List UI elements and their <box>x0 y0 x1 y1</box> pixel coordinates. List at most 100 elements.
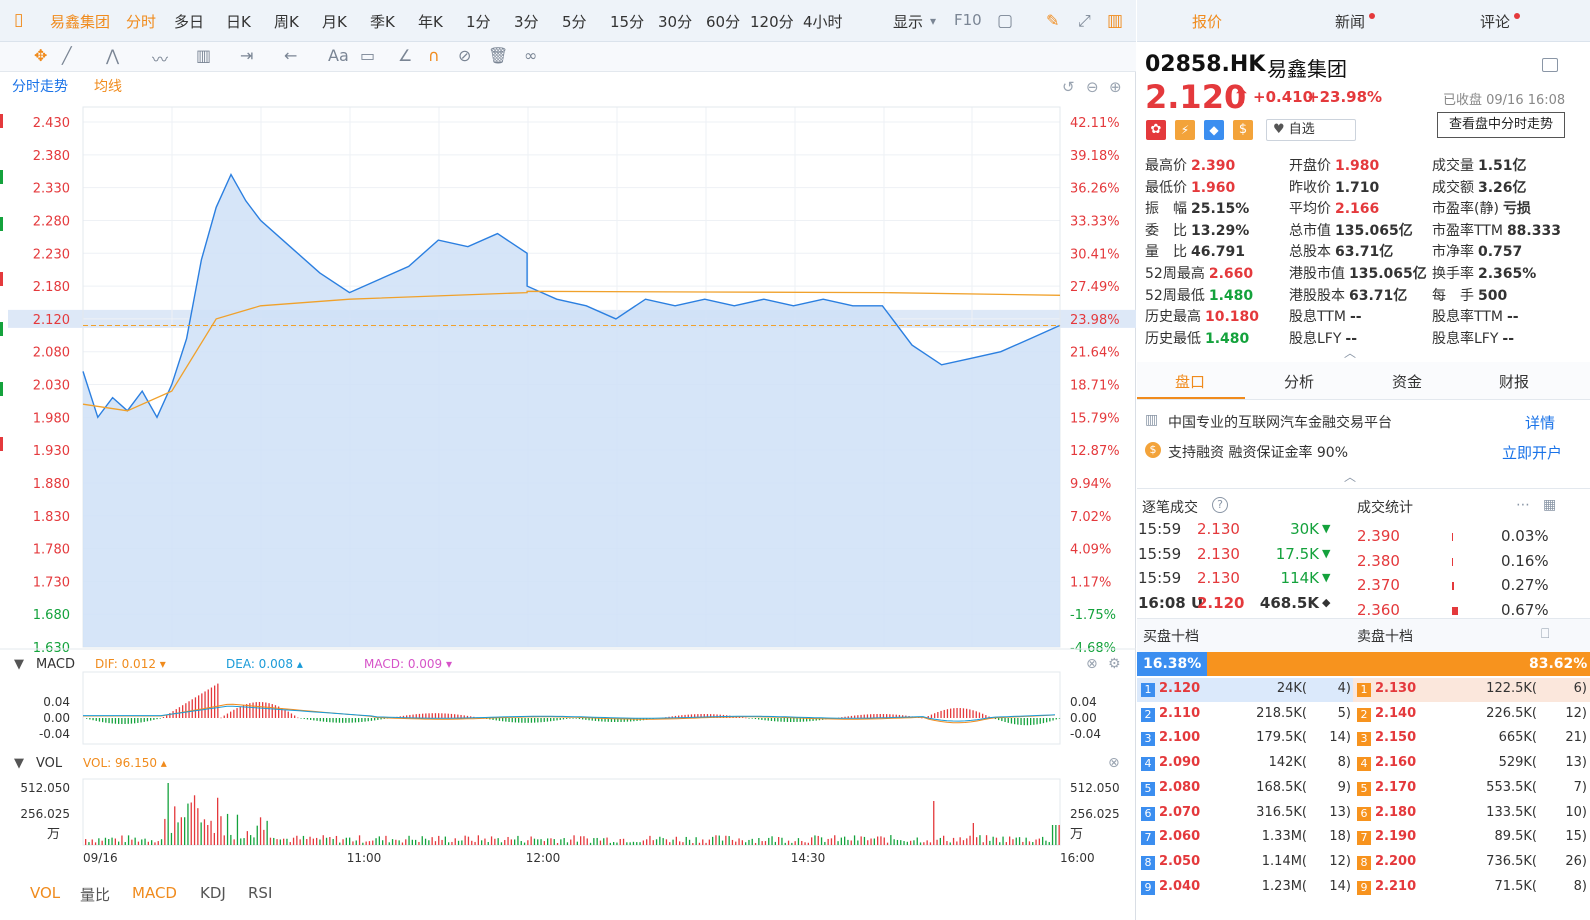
period-tab-2[interactable]: 多日 <box>174 13 205 31</box>
vol-unit-right: 万 <box>1070 827 1083 842</box>
collapse-icon-2[interactable]: ︿ <box>1344 470 1357 484</box>
panel-toggle-icon[interactable]: ▥ <box>1107 11 1124 31</box>
macd-bar <box>866 714 869 718</box>
vol-bar <box>771 836 773 845</box>
f10-button[interactable]: F10 <box>954 11 982 29</box>
ask-orders: 6) <box>1573 681 1587 696</box>
period-tab-9[interactable]: 3分 <box>514 13 539 31</box>
period-tab-0[interactable]: 易鑫集团 <box>50 13 111 31</box>
measure-icon[interactable]: ▥ <box>196 46 212 65</box>
help-icon[interactable]: ? <box>1212 497 1228 513</box>
square-icon[interactable]: ▢ <box>997 11 1014 31</box>
period-tab-10[interactable]: 5分 <box>562 13 587 31</box>
macd-bar <box>604 718 606 722</box>
vol-bar <box>240 838 242 845</box>
open-account-link[interactable]: 立即开户 <box>1502 444 1563 462</box>
ticks-title: 逐笔成交 <box>1142 500 1198 516</box>
right-tab-2[interactable]: 评论 <box>1480 11 1521 32</box>
period-tab-6[interactable]: 季K <box>370 13 395 31</box>
macd-bar <box>684 714 686 718</box>
sub-tab-0[interactable]: 盘口 <box>1175 373 1206 391</box>
magnet-icon[interactable]: ∩ <box>428 46 440 65</box>
macd-bar <box>633 718 635 722</box>
detail-link[interactable]: 详情 <box>1525 414 1556 432</box>
period-tab-13[interactable]: 60分 <box>706 13 741 31</box>
vol-bar <box>715 835 717 845</box>
vol-bar <box>537 839 539 845</box>
chevron-down-icon[interactable]: ▾ <box>930 14 937 28</box>
macd-bar <box>617 718 619 722</box>
vol-bar <box>438 835 440 845</box>
grid-icon[interactable]: ▦ <box>1543 497 1557 513</box>
close-icon: ⊗ <box>1086 656 1098 672</box>
indicator-tab-kdj[interactable]: KDJ <box>200 884 226 902</box>
line-icon[interactable]: ╱ <box>62 46 72 65</box>
right-tab-1[interactable]: 新闻 <box>1335 11 1376 32</box>
period-tab-5[interactable]: 月K <box>322 13 347 31</box>
bid-price: 2.050 <box>1159 853 1201 869</box>
macd-bar <box>345 718 347 723</box>
polyline-icon[interactable]: ⋀ <box>106 46 120 65</box>
link-icon[interactable]: ∞ <box>524 46 538 65</box>
quote-item: 股息率TTM -- <box>1432 306 1519 326</box>
display-dropdown[interactable]: 显示 <box>893 13 924 31</box>
vol-bar <box>669 842 671 845</box>
pencil-icon[interactable]: ✎ <box>1046 11 1060 30</box>
collapse-icon[interactable]: ︿ <box>1344 346 1357 360</box>
quote-value: 135.065亿 <box>1335 222 1413 239</box>
macd-bar <box>806 718 808 722</box>
right-tab-0[interactable]: 报价 <box>1192 13 1223 31</box>
vol-bar <box>754 842 757 845</box>
macd-bar <box>802 718 805 722</box>
move-icon[interactable]: ✥ <box>34 46 48 65</box>
hide-icon[interactable]: ⊘ <box>458 46 472 65</box>
period-tab-4[interactable]: 周K <box>274 13 299 31</box>
vol-bar <box>992 836 994 845</box>
vol-bar <box>629 842 631 845</box>
price-tick-label: 2.180 <box>33 280 70 295</box>
period-tab-11[interactable]: 15分 <box>610 13 645 31</box>
quote-label: 港股市值 <box>1289 266 1345 282</box>
wave-icon[interactable]: 〰 <box>152 50 169 69</box>
sub-tab-3[interactable]: 财报 <box>1499 373 1530 391</box>
trash-icon[interactable]: 🗑 <box>488 46 509 65</box>
period-tab-3[interactable]: 日K <box>226 13 251 31</box>
period-tab-8[interactable]: 1分 <box>466 13 491 31</box>
sub-tab-2[interactable]: 资金 <box>1392 373 1423 391</box>
price-line <box>82 172 1061 419</box>
period-tab-1[interactable]: 分时 <box>126 13 157 31</box>
macd-bar <box>966 708 968 718</box>
indicator-tab-rsi[interactable]: RSI <box>248 884 273 902</box>
vol-bar <box>451 841 453 845</box>
menu-icon[interactable]: ▯ <box>14 10 24 30</box>
quote-item: 历史最低 1.480 <box>1145 328 1249 348</box>
period-tab-12[interactable]: 30分 <box>658 13 693 31</box>
book-row: 7 2.060 1.33M(18) 7 2.190 89.5K(15) <box>1137 826 1590 851</box>
bid-price: 2.090 <box>1159 755 1201 771</box>
eraser-icon[interactable]: ∠ <box>398 46 413 65</box>
arrow-left-icon[interactable]: ← <box>284 46 298 65</box>
watchlist-button[interactable]: ♥ 自选 <box>1266 119 1356 141</box>
sub-tab-1[interactable]: 分析 <box>1284 373 1315 391</box>
period-tab-15[interactable]: 4小时 <box>803 13 843 31</box>
macd-bar <box>1030 718 1032 726</box>
toggle-icon[interactable]: ⎕ <box>1541 626 1550 642</box>
stat-price: 2.380 <box>1357 551 1400 570</box>
indicator-tab-vol[interactable]: VOL <box>30 884 61 902</box>
text-icon[interactable]: Aa <box>328 46 349 65</box>
comment-icon[interactable]: ▭ <box>360 46 376 65</box>
bid-volume: 24K( <box>1276 681 1307 696</box>
list-icon[interactable] <box>1542 58 1558 72</box>
period-tab-7[interactable]: 年K <box>418 13 443 31</box>
indicator-tab-macd[interactable]: MACD <box>132 884 177 902</box>
fullscreen-icon[interactable]: ⤢ <box>1078 11 1091 30</box>
range-icon[interactable]: ⇥ <box>240 46 254 65</box>
more-icon[interactable]: ⋯ <box>1516 497 1530 513</box>
bid-level: 5 <box>1141 781 1155 796</box>
macd-bar <box>374 718 376 721</box>
vol-bar <box>949 842 951 845</box>
bid-price: 2.110 <box>1159 705 1201 721</box>
period-tab-14[interactable]: 120分 <box>750 13 794 31</box>
quote-item: 市盈率TTM 88.333 <box>1432 220 1561 240</box>
indicator-tab-量比[interactable]: 量比 <box>80 886 111 904</box>
